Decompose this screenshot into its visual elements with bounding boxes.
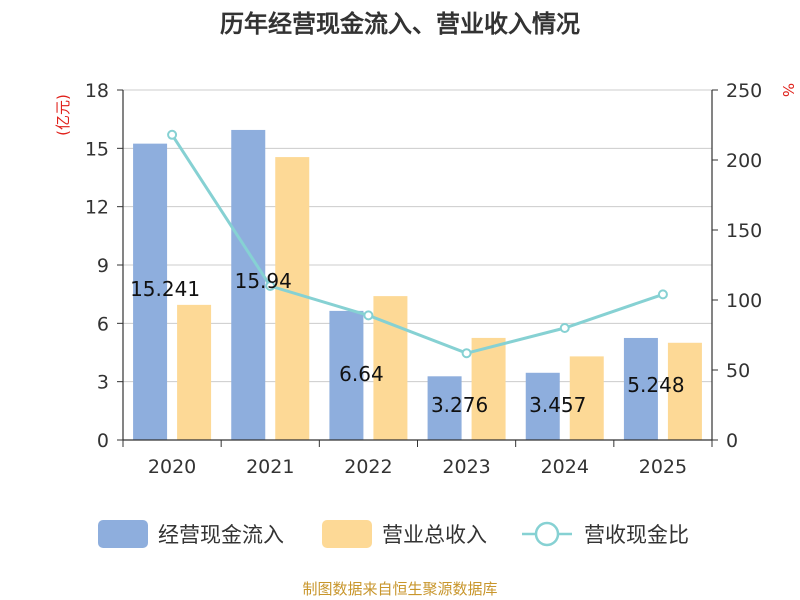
left-tick-label: 3 xyxy=(97,372,109,394)
legend-label: 营业总收入 xyxy=(382,523,487,547)
axes: 0 3 6 9 12 15 18 0 50 100 150 200 250 2020 2021 2022 202… xyxy=(85,80,762,478)
right-tick-label: 0 xyxy=(726,430,738,452)
x-tick-label: 2022 xyxy=(344,456,392,478)
x-tick-label: 2021 xyxy=(246,456,294,478)
ratio-polyline xyxy=(170,133,664,355)
data-label: 3.276 xyxy=(431,393,488,417)
bar-revenue xyxy=(471,337,506,440)
left-tick-label: 9 xyxy=(97,255,109,277)
legend-swatch xyxy=(322,520,372,548)
data-label: 6.64 xyxy=(339,362,384,386)
x-tick-label: 2020 xyxy=(148,456,196,478)
data-label: 5.248 xyxy=(627,373,684,397)
data-labels: 15.241 15.94 6.64 3.276 3.457 5.248 xyxy=(130,269,684,417)
x-tick-label: 2023 xyxy=(442,456,490,478)
bar-cash-inflow xyxy=(525,372,560,440)
bar-revenue xyxy=(275,157,310,441)
ratio-point xyxy=(461,348,472,359)
x-tick-label: 2024 xyxy=(541,456,589,478)
left-tick-label: 12 xyxy=(85,197,109,219)
bar-cash-inflow xyxy=(623,337,658,440)
ratio-point xyxy=(559,323,570,333)
bar-cash-inflow xyxy=(427,376,462,440)
ratio-point xyxy=(657,289,668,300)
left-axis-unit: (亿元) xyxy=(54,94,72,136)
ratio-point xyxy=(167,129,178,140)
bar-revenue xyxy=(569,356,604,440)
right-axis-unit: % xyxy=(779,83,797,97)
right-tick-label: 250 xyxy=(726,80,762,102)
gridlines xyxy=(123,89,712,383)
bar-cash-inflow xyxy=(133,143,168,440)
ratio-point xyxy=(363,310,374,321)
left-tick-label: 0 xyxy=(97,430,109,452)
legend-swatch xyxy=(98,520,148,548)
legend: 经营现金流入 营业总收入 营收现金比 xyxy=(98,520,689,548)
source-note: 制图数据来自恒生聚源数据库 xyxy=(302,580,497,598)
legend-label: 经营现金流入 xyxy=(158,523,284,547)
legend-marker xyxy=(534,521,560,547)
bar-cash-inflow xyxy=(329,310,364,440)
right-tick-label: 150 xyxy=(726,220,762,242)
bar-cash-inflow xyxy=(231,129,266,440)
ratio-point xyxy=(265,281,276,291)
data-label: 3.457 xyxy=(529,393,586,417)
left-tick-label: 15 xyxy=(85,138,109,160)
bars xyxy=(133,129,702,441)
legend-label: 营收现金比 xyxy=(584,523,689,547)
bar-revenue xyxy=(667,342,702,440)
bar-revenue xyxy=(177,304,212,440)
x-tick-label: 2025 xyxy=(639,456,687,478)
ratio-line xyxy=(167,129,668,359)
right-tick-label: 100 xyxy=(726,290,762,312)
right-tick-label: 200 xyxy=(726,150,762,172)
right-tick-label: 50 xyxy=(726,360,750,382)
left-tick-label: 6 xyxy=(97,313,109,335)
chart-title: 历年经营现金流入、营业收入情况 xyxy=(220,10,580,38)
left-tick-label: 18 xyxy=(85,80,109,102)
data-label: 15.94 xyxy=(235,269,292,293)
data-label: 15.241 xyxy=(130,277,200,301)
